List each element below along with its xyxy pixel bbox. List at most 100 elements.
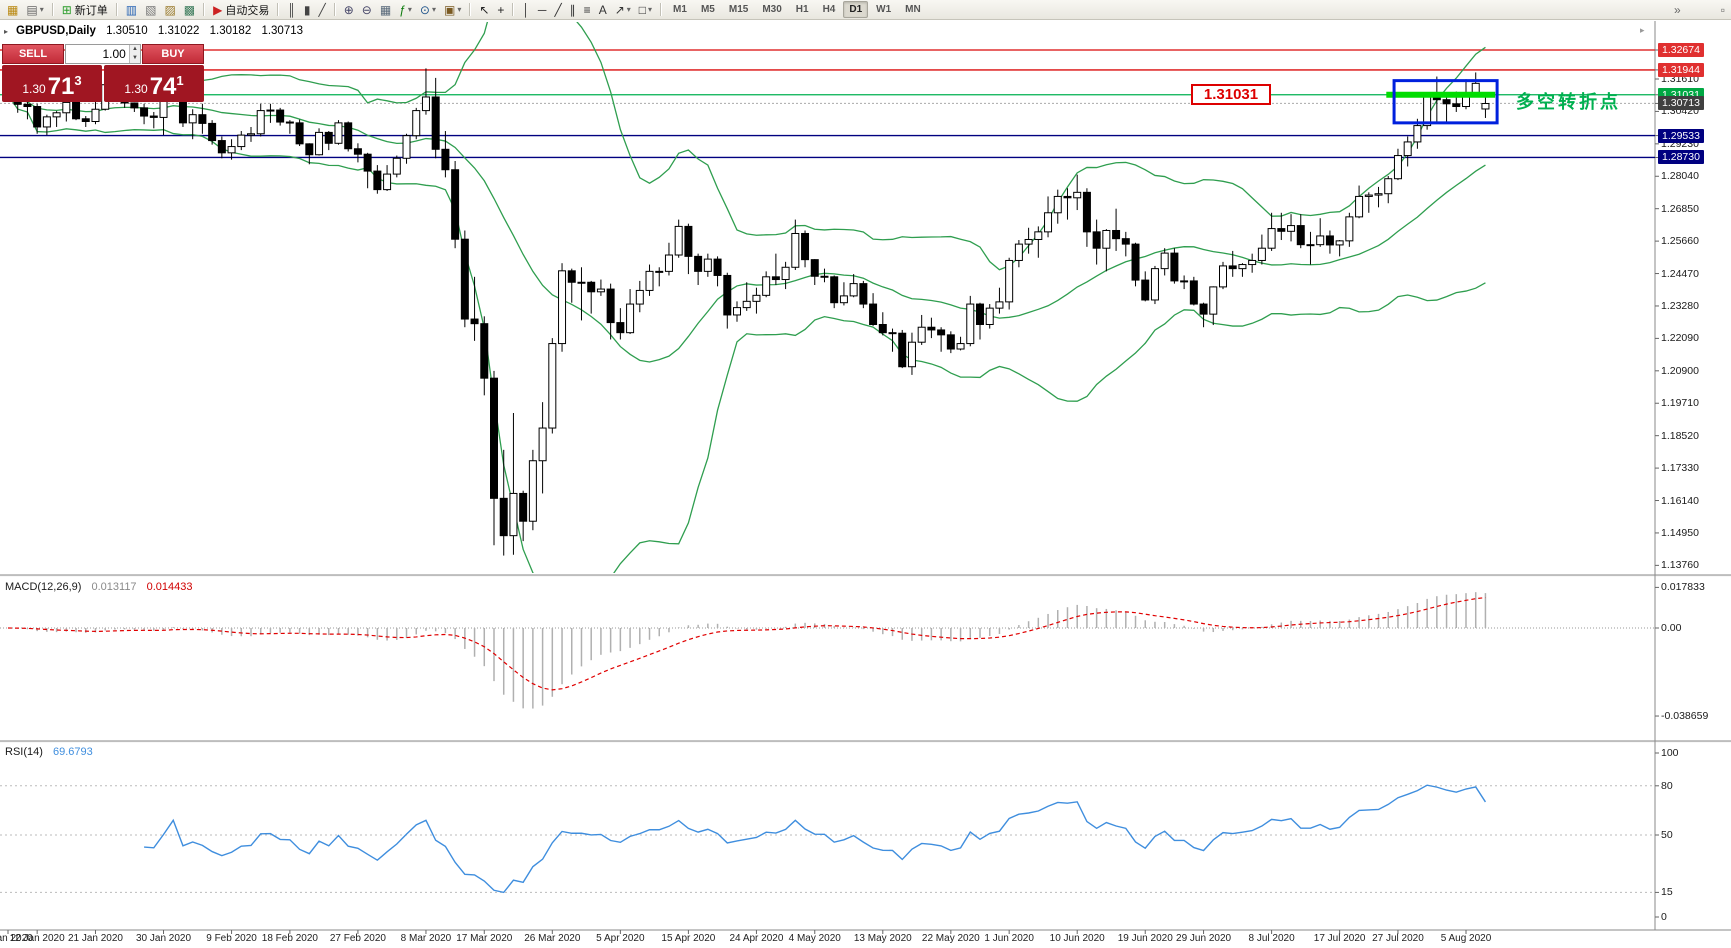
vertical-line-icon: │ xyxy=(522,2,530,17)
candle xyxy=(1248,259,1257,266)
tile-windows-button[interactable]: ▦ xyxy=(376,0,395,20)
candle xyxy=(266,109,275,112)
shapes-button[interactable]: □ ▾ xyxy=(635,0,656,20)
text-button[interactable]: A xyxy=(595,0,611,20)
timeframe-button-m1[interactable]: M1 xyxy=(673,4,687,15)
horizontal-line-icon: ─ xyxy=(537,2,547,17)
lot-size-input[interactable] xyxy=(66,45,129,63)
candle xyxy=(1092,231,1101,249)
candle xyxy=(324,131,333,144)
price-axis-label: 1.17330 xyxy=(1661,462,1699,475)
timeframe-button-h1[interactable]: H1 xyxy=(795,4,809,15)
timeframe-button-m15[interactable]: M15 xyxy=(728,4,749,15)
rsi-axis-label: 0 xyxy=(1661,911,1667,923)
arrows-button[interactable]: ↗ ▾ xyxy=(611,0,635,20)
cursor-button[interactable]: ↖ xyxy=(475,0,493,20)
candle xyxy=(548,343,557,429)
terminal-button[interactable]: ▩ xyxy=(180,0,199,20)
date-axis-label: 8 Jul 2020 xyxy=(1248,933,1295,944)
candle xyxy=(946,334,955,350)
zoom-out-button[interactable]: ⊖ xyxy=(358,0,376,20)
candle xyxy=(431,96,440,150)
lot-size-box: ▲ ▼ xyxy=(65,44,141,64)
candle xyxy=(412,110,421,137)
candle xyxy=(315,131,324,156)
candle xyxy=(285,121,294,124)
candle xyxy=(995,301,1004,309)
autotrading-button[interactable]: ▶ 自动交易 xyxy=(209,0,273,20)
candle xyxy=(421,96,430,112)
timeframe-button-mn[interactable]: MN xyxy=(905,4,921,15)
timeframe-button-m30[interactable]: M30 xyxy=(762,4,782,15)
date-axis-label: 18 Feb 2020 xyxy=(261,933,318,944)
candle xyxy=(762,276,771,296)
candle xyxy=(713,258,722,276)
horizontal-line-button[interactable]: ─ xyxy=(534,0,551,20)
candle xyxy=(1287,225,1296,232)
line-chart-button[interactable]: ╱ xyxy=(315,0,330,20)
candle xyxy=(771,276,780,281)
price-line-label: 1.31944 xyxy=(1658,62,1704,77)
candlestick-button[interactable]: ▮ xyxy=(300,0,315,20)
chart-profiles-icon: ▤ xyxy=(26,2,38,17)
highlight-box-object[interactable] xyxy=(1392,79,1499,125)
bar-chart-button[interactable]: ║ xyxy=(283,0,300,20)
timeframe-button-w1[interactable]: W1 xyxy=(876,4,892,15)
crosshair-button[interactable]: + xyxy=(493,0,508,20)
navigator-button[interactable]: ▨ xyxy=(160,0,179,20)
ask-main-digits: 74 xyxy=(149,73,177,100)
cursor-icon: ↖ xyxy=(479,2,490,17)
timeframe-button-d1[interactable]: D1 xyxy=(843,1,869,18)
chart-title: GBPUSD,Daily 1.30510 1.31022 1.30182 1.3… xyxy=(16,25,303,37)
candle xyxy=(674,225,683,256)
candle xyxy=(1393,155,1402,180)
price-axis-label: 1.13760 xyxy=(1661,559,1699,572)
periods-icon: ⊙ xyxy=(419,2,430,17)
zoom-out-icon: ⊖ xyxy=(361,2,372,17)
data-window-button[interactable]: ▧ xyxy=(141,0,160,20)
timeframe-button-m5[interactable]: M5 xyxy=(700,4,715,15)
new-order-button[interactable]: ⊞ 新订单 xyxy=(58,0,112,20)
candle xyxy=(1403,141,1412,157)
window-controls-icon[interactable]: ▫ xyxy=(1720,3,1725,17)
vertical-line-button[interactable]: │ xyxy=(518,0,534,20)
candle xyxy=(52,112,61,118)
timeframe-button-h4[interactable]: H4 xyxy=(822,4,836,15)
date-axis-label: 1 Jun 2020 xyxy=(984,933,1034,944)
chevron-down-icon: ▾ xyxy=(39,5,44,14)
bid-prefix: 1.30 xyxy=(22,82,46,96)
ask-price-box[interactable]: 1.30 74 1 xyxy=(104,65,204,102)
sell-button[interactable]: SELL xyxy=(2,44,64,64)
chevron-down-icon: ▾ xyxy=(457,5,462,14)
fibonacci-button[interactable]: ≡ xyxy=(580,0,595,20)
chart-profiles-button[interactable]: ▤ ▾ xyxy=(22,0,47,20)
toolbar-overflow-icon[interactable]: » xyxy=(1674,3,1681,17)
candle xyxy=(490,377,498,499)
candle xyxy=(1471,82,1480,94)
market-watch-button[interactable]: ▥ xyxy=(122,0,141,20)
collapse-one-click-icon[interactable]: ▸ xyxy=(4,27,9,36)
candle xyxy=(256,110,265,135)
price-callout-label[interactable]: 1.31031 xyxy=(1191,84,1271,105)
periods-button[interactable]: ⊙ ▾ xyxy=(416,0,440,20)
macd-main-value: 0.013117 xyxy=(91,581,137,593)
trendline-icon: ╱ xyxy=(554,2,562,17)
bid-price-box[interactable]: 1.30 71 3 xyxy=(2,65,102,102)
candle xyxy=(1296,225,1305,246)
lot-increase-button[interactable]: ▲ xyxy=(129,45,140,54)
trendline-button[interactable]: ╱ xyxy=(550,0,565,20)
new-chart-button[interactable]: ▦ xyxy=(3,0,22,20)
buy-button[interactable]: BUY xyxy=(142,44,204,64)
indicators-button[interactable]: ƒ ▾ xyxy=(395,0,416,20)
candle xyxy=(480,323,489,379)
candle xyxy=(577,281,586,284)
candle xyxy=(1034,231,1043,240)
lot-decrease-button[interactable]: ▼ xyxy=(129,54,140,63)
annotation-text-cn[interactable]: 多空转折点 xyxy=(1516,92,1621,112)
candle xyxy=(1384,178,1393,195)
channel-button[interactable]: ∥ xyxy=(566,0,580,20)
zoom-in-button[interactable]: ⊕ xyxy=(340,0,358,20)
templates-button[interactable]: ▣ ▾ xyxy=(440,0,465,20)
candle xyxy=(1228,265,1237,270)
